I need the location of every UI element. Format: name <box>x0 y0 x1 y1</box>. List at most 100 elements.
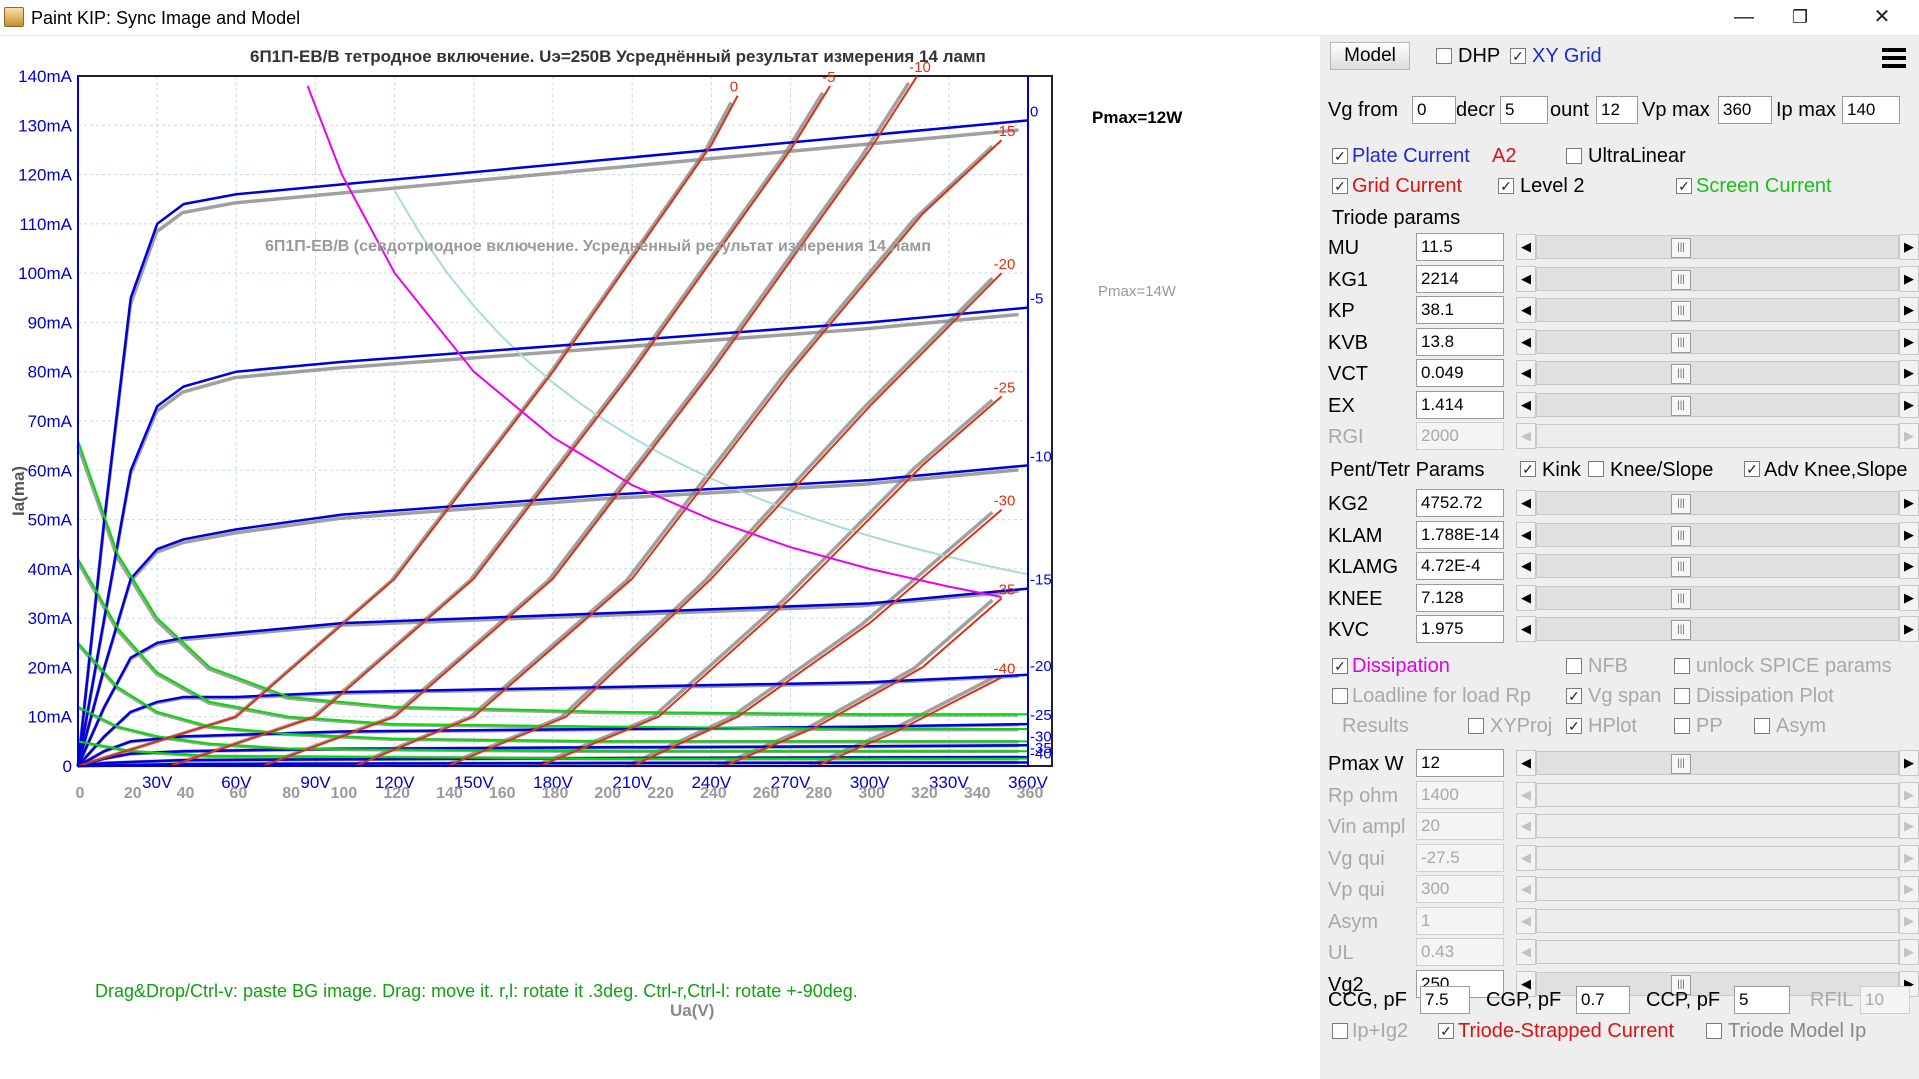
asym-slider[interactable]: ◀ ▶ <box>1516 907 1919 934</box>
kg2-slider[interactable]: ◀ ||| ▶ <box>1516 490 1919 516</box>
kvc-input[interactable]: 1.975 <box>1416 615 1504 643</box>
vin-ampl-input[interactable]: 20 <box>1416 812 1504 840</box>
slider-left-arrow-icon[interactable]: ◀ <box>1516 907 1536 934</box>
slider-left-arrow-icon[interactable]: ◀ <box>1516 844 1536 871</box>
slider-track[interactable] <box>1536 940 1899 964</box>
kg2-input[interactable]: 4752.72 <box>1416 489 1504 517</box>
slider-right-arrow-icon[interactable]: ▶ <box>1899 844 1919 871</box>
adv-knee-checkbox[interactable]: ✓ <box>1744 461 1760 477</box>
slider-right-arrow-icon[interactable]: ▶ <box>1899 616 1919 642</box>
ex-input[interactable]: 1.414 <box>1416 390 1504 419</box>
knee-slope-checkbox[interactable] <box>1588 461 1604 477</box>
vg-span-checkbox[interactable]: ✓ <box>1566 688 1582 704</box>
screen-current-checkbox[interactable]: ✓ <box>1676 178 1692 194</box>
hamburger-menu-icon[interactable] <box>1880 44 1908 72</box>
decr-input[interactable]: 5 <box>1500 96 1548 124</box>
kp-input[interactable]: 38.1 <box>1416 296 1504 324</box>
loadline-checkbox[interactable] <box>1332 688 1348 704</box>
slider-track[interactable]: ||| <box>1536 554 1899 578</box>
slider-track[interactable]: ||| <box>1536 491 1899 515</box>
dissipation-checkbox[interactable]: ✓ <box>1332 658 1348 674</box>
slider-thumb[interactable]: ||| <box>1671 525 1691 546</box>
rp-ohm-input[interactable]: 1400 <box>1416 780 1504 809</box>
slider-left-arrow-icon[interactable]: ◀ <box>1516 970 1536 997</box>
chart-area[interactable]: 0 -5 -10 -15 -20 -25 -30 -35 -40 0 -5 -10 -15 -20 -25-… <box>0 36 1320 1079</box>
slider-right-arrow-icon[interactable]: ▶ <box>1899 521 1919 548</box>
slider-thumb[interactable]: ||| <box>1671 238 1691 258</box>
slider-left-arrow-icon[interactable]: ◀ <box>1516 490 1536 516</box>
slider-thumb[interactable]: ||| <box>1671 332 1691 353</box>
slider-track[interactable]: ||| <box>1536 361 1899 385</box>
nfb-checkbox[interactable] <box>1566 658 1582 674</box>
slider-left-arrow-icon[interactable]: ◀ <box>1516 553 1536 579</box>
rfil-input[interactable]: 10 <box>1860 986 1910 1014</box>
slider-thumb[interactable]: ||| <box>1671 620 1691 640</box>
klamg-slider[interactable]: ◀ ||| ▶ <box>1516 553 1919 579</box>
kvb-input[interactable]: 13.8 <box>1416 327 1504 356</box>
slider-left-arrow-icon[interactable]: ◀ <box>1516 521 1536 548</box>
plate-current-checkbox[interactable]: ✓ <box>1332 148 1348 164</box>
slider-thumb[interactable]: ||| <box>1671 364 1691 384</box>
ip-ig2-checkbox[interactable] <box>1332 1023 1348 1039</box>
slider-track[interactable]: ||| <box>1536 522 1899 547</box>
rgi-input[interactable]: 2000 <box>1416 422 1504 450</box>
slider-thumb[interactable]: ||| <box>1671 301 1691 321</box>
kg1-slider[interactable]: ◀ ||| ▶ <box>1516 265 1919 292</box>
slider-track[interactable]: ||| <box>1536 585 1899 610</box>
ultralinear-checkbox[interactable] <box>1566 148 1582 164</box>
grid-current-checkbox[interactable]: ✓ <box>1332 178 1348 194</box>
minimize-button[interactable]: — <box>1734 6 1754 28</box>
slider-left-arrow-icon[interactable]: ◀ <box>1516 781 1536 808</box>
xyproj-checkbox[interactable] <box>1468 718 1484 734</box>
kink-checkbox[interactable]: ✓ <box>1520 461 1536 477</box>
ccg-input[interactable]: 7.5 <box>1420 986 1470 1014</box>
slider-right-arrow-icon[interactable]: ▶ <box>1899 490 1919 516</box>
slider-right-arrow-icon[interactable]: ▶ <box>1899 328 1919 355</box>
slider-thumb[interactable]: ||| <box>1671 494 1691 514</box>
slider-thumb[interactable]: ||| <box>1671 395 1691 416</box>
curve-plot[interactable]: 0-5-10-15-20-25-30-35-400-5-10-15-20-25-… <box>0 36 1320 1079</box>
slider-left-arrow-icon[interactable]: ◀ <box>1516 876 1536 902</box>
slider-thumb[interactable]: ||| <box>1671 269 1691 290</box>
vct-slider[interactable]: ◀ ||| ▶ <box>1516 360 1919 386</box>
pmax-w-input[interactable]: 12 <box>1416 749 1504 777</box>
slider-right-arrow-icon[interactable]: ▶ <box>1899 813 1919 839</box>
klam-input[interactable]: 1.788E-14 <box>1416 520 1504 549</box>
close-button[interactable]: ✕ <box>1873 6 1891 28</box>
pp-checkbox[interactable] <box>1674 718 1690 734</box>
knee-slider[interactable]: ◀ ||| ▶ <box>1516 584 1919 611</box>
vg2-slider[interactable]: ◀ ||| ▶ <box>1516 970 1919 997</box>
pmax-w-slider[interactable]: ◀ ||| ▶ <box>1516 750 1919 776</box>
vg-qui-input[interactable]: -27.5 <box>1416 843 1504 872</box>
slider-right-arrow-icon[interactable]: ▶ <box>1899 750 1919 776</box>
slider-right-arrow-icon[interactable]: ▶ <box>1899 297 1919 323</box>
ul-input[interactable]: 0.43 <box>1416 938 1504 966</box>
slider-right-arrow-icon[interactable]: ▶ <box>1899 553 1919 579</box>
triode-model-ip-checkbox[interactable] <box>1706 1023 1722 1039</box>
slider-track[interactable]: ||| <box>1536 392 1899 417</box>
slider-track[interactable]: ||| <box>1536 329 1899 354</box>
slider-right-arrow-icon[interactable]: ▶ <box>1899 391 1919 418</box>
slider-track[interactable]: ||| <box>1536 298 1899 322</box>
slider-track[interactable]: ||| <box>1536 235 1899 259</box>
slider-left-arrow-icon[interactable]: ◀ <box>1516 328 1536 355</box>
klam-slider[interactable]: ◀ ||| ▶ <box>1516 521 1919 548</box>
vp-qui-slider[interactable]: ◀ ▶ <box>1516 876 1919 902</box>
slider-left-arrow-icon[interactable]: ◀ <box>1516 265 1536 292</box>
slider-track[interactable]: ||| <box>1536 266 1899 291</box>
vg-from-input[interactable]: 0 <box>1412 96 1456 124</box>
slider-track[interactable]: ||| <box>1536 751 1899 775</box>
hplot-checkbox[interactable]: ✓ <box>1566 718 1582 734</box>
kvc-slider[interactable]: ◀ ||| ▶ <box>1516 616 1919 642</box>
mu-input[interactable]: 11.5 <box>1416 233 1504 261</box>
slider-thumb[interactable]: ||| <box>1671 754 1691 774</box>
rgi-slider[interactable]: ◀ ▶ <box>1516 423 1919 449</box>
slider-left-arrow-icon[interactable]: ◀ <box>1516 616 1536 642</box>
slider-right-arrow-icon[interactable]: ▶ <box>1899 360 1919 386</box>
slider-left-arrow-icon[interactable]: ◀ <box>1516 584 1536 611</box>
kp-slider[interactable]: ◀ ||| ▶ <box>1516 297 1919 323</box>
mu-slider[interactable]: ◀ ||| ▶ <box>1516 234 1919 260</box>
ip-max-input[interactable]: 140 <box>1842 96 1900 124</box>
slider-track[interactable] <box>1536 814 1899 838</box>
slider-track[interactable] <box>1536 877 1899 901</box>
